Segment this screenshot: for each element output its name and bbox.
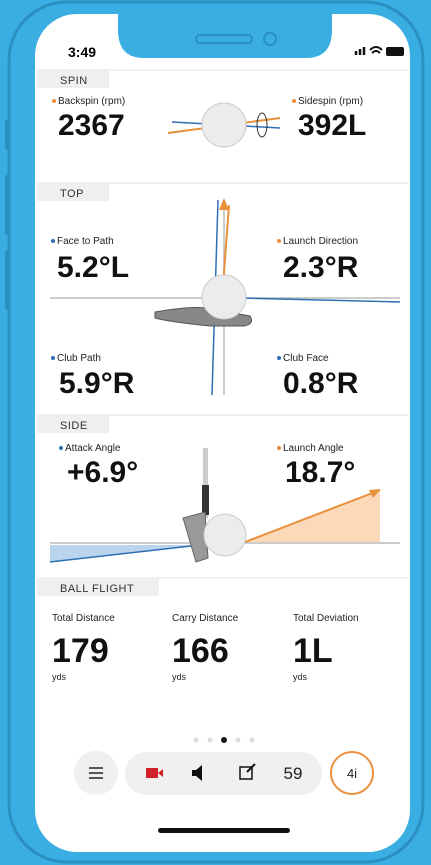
side-button xyxy=(5,120,10,150)
screen: 3:49 SPIN TOP SIDE BALL FLIGHT xyxy=(0,0,431,865)
golf-ball xyxy=(204,514,246,556)
side-button xyxy=(5,175,10,235)
metric-unit: yds xyxy=(293,672,308,682)
metric-label: Total Distance xyxy=(52,613,115,624)
metric-label: Backspin (rpm) xyxy=(58,96,125,107)
metric-dot xyxy=(59,446,63,450)
page-dot-active xyxy=(221,737,227,743)
metric-value: 5.2°L xyxy=(57,251,129,284)
club-hosel xyxy=(202,485,209,515)
metric-value: 2.3°R xyxy=(283,251,359,284)
shot-count[interactable]: 59 xyxy=(284,764,303,783)
golf-ball xyxy=(202,275,246,319)
metric-dot xyxy=(52,99,56,103)
section-header: SPIN xyxy=(60,75,88,87)
page-dot xyxy=(194,738,199,743)
club-label: 4i xyxy=(347,766,357,781)
metric-label: Launch Direction xyxy=(283,236,358,247)
metric-unit: yds xyxy=(52,672,67,682)
metric-value: 2367 xyxy=(58,109,125,142)
metric-label: Total Deviation xyxy=(293,613,359,624)
metric-label: Club Path xyxy=(57,353,101,364)
metric-label: Carry Distance xyxy=(172,613,239,624)
metric-dot xyxy=(277,239,281,243)
metric-value: 392L xyxy=(298,109,366,142)
metric-value: 179 xyxy=(52,632,109,670)
page-dot xyxy=(250,738,255,743)
metric-label: Attack Angle xyxy=(65,443,121,454)
video-icon xyxy=(146,768,158,778)
metric-dot xyxy=(51,356,55,360)
status-time: 3:49 xyxy=(68,44,96,60)
page-dot xyxy=(208,738,213,743)
battery-icon xyxy=(386,47,404,56)
section-header: BALL FLIGHT xyxy=(60,583,134,595)
metric-dot xyxy=(277,356,281,360)
metric-value: 5.9°R xyxy=(59,367,135,400)
metric-dot xyxy=(292,99,296,103)
page-dot xyxy=(236,738,241,743)
metric-unit: yds xyxy=(172,672,187,682)
metric-label: Launch Angle xyxy=(283,443,344,454)
home-indicator xyxy=(158,828,290,833)
side-button xyxy=(5,250,10,310)
metric-dot xyxy=(51,239,55,243)
section-header: TOP xyxy=(60,188,84,200)
metric-label: Face to Path xyxy=(57,236,114,247)
metric-label: Sidespin (rpm) xyxy=(298,96,363,107)
metric-value: +6.9° xyxy=(67,456,138,489)
metric-value: 18.7° xyxy=(285,456,355,489)
metric-value: 1L xyxy=(293,632,333,670)
metric-label: Club Face xyxy=(283,353,329,364)
section-header: SIDE xyxy=(60,420,88,432)
metric-dot xyxy=(277,446,281,450)
page: 3:49 SPIN TOP SIDE BALL FLIGHT xyxy=(0,0,431,865)
metric-value: 0.8°R xyxy=(283,367,359,400)
golf-ball xyxy=(202,103,246,147)
metric-value: 166 xyxy=(172,632,229,670)
